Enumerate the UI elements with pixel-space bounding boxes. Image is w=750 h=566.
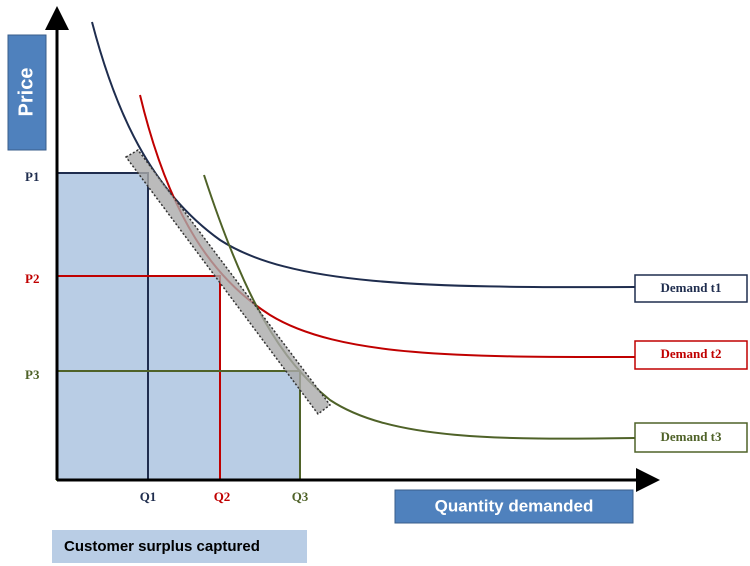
- legend-box: [52, 530, 307, 563]
- quantity-label: Q2: [214, 489, 231, 504]
- x-axis-label: Quantity demanded: [435, 496, 594, 515]
- demand-curve-3: [203, 174, 636, 440]
- price-label: P1: [25, 169, 39, 184]
- curve-label-box: [634, 422, 748, 453]
- price-label: P3: [25, 367, 40, 382]
- curve-label: Demand t3: [660, 429, 722, 444]
- y-label-box: [7, 34, 47, 151]
- price-label: P2: [25, 271, 39, 286]
- curve-label-box: [634, 340, 748, 370]
- demand-curve-1: [91, 21, 636, 289]
- x-label-box: [394, 489, 634, 524]
- legend-label: Customer surplus captured: [64, 538, 260, 555]
- quantity-label: Q3: [292, 489, 309, 504]
- quantity-label: Q1: [140, 489, 157, 504]
- trend-band: [124, 149, 332, 416]
- surplus-area: [57, 173, 300, 480]
- y-axis-label: Price: [15, 68, 37, 117]
- curve-label: Demand t1: [660, 280, 721, 295]
- curve-label: Demand t2: [660, 346, 721, 361]
- curve-label-box: [634, 274, 748, 303]
